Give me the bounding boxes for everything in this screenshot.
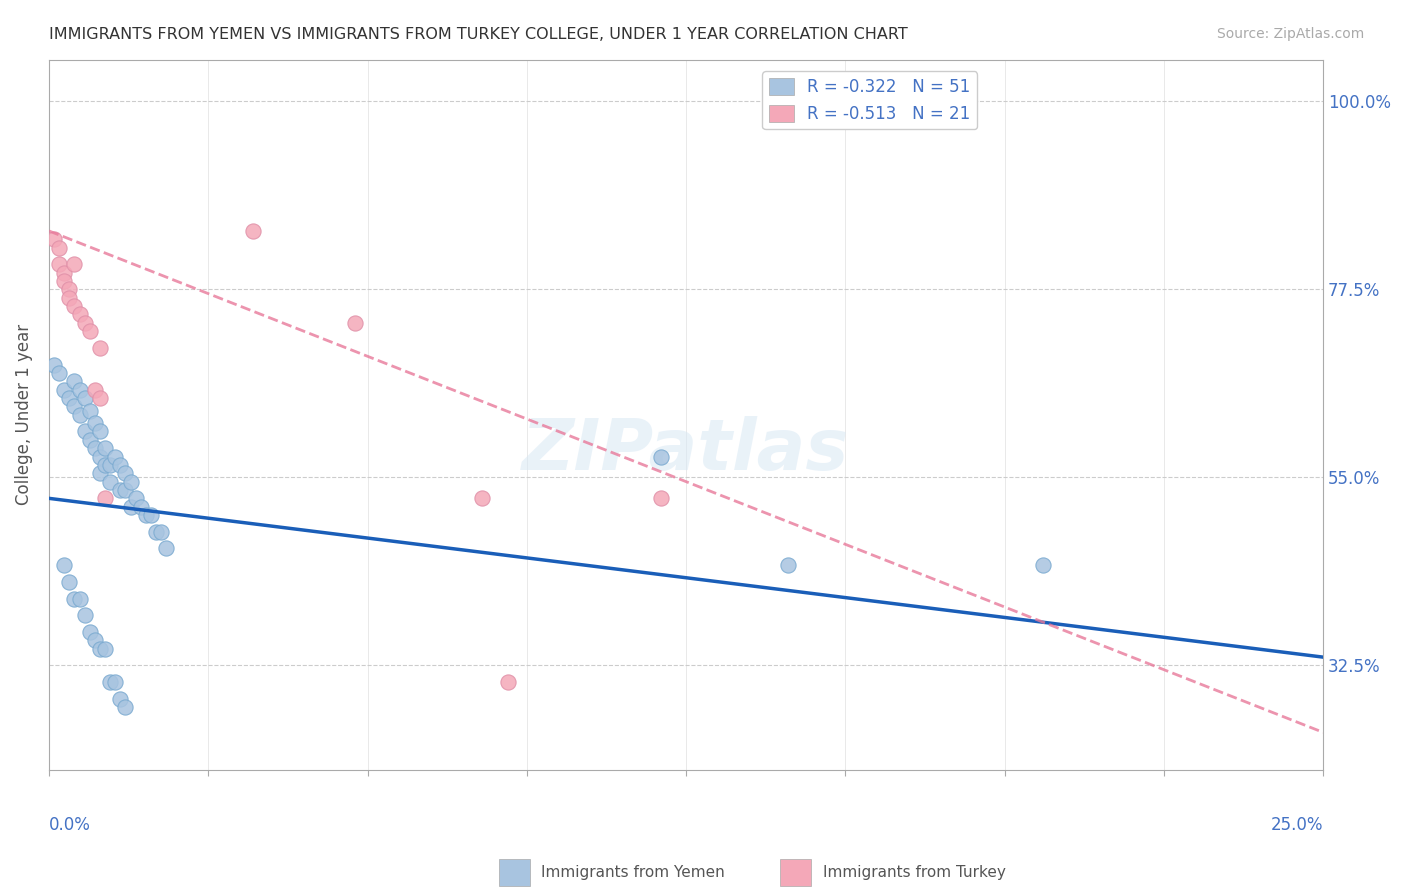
Point: [73, 391, 96, 405]
Point: [83, 633, 105, 648]
Point: [73, 425, 96, 439]
Point: [89, 341, 111, 355]
Point: [42, 232, 65, 246]
Point: [48, 366, 70, 380]
Point: [110, 483, 132, 497]
Point: [48, 257, 70, 271]
Text: 0.0%: 0.0%: [49, 816, 91, 834]
Point: [58, 391, 80, 405]
Text: Immigrants from Yemen: Immigrants from Yemen: [541, 865, 725, 880]
Point: [69, 591, 91, 606]
Point: [69, 383, 91, 397]
Point: [114, 700, 136, 714]
Point: [53, 383, 76, 397]
FancyBboxPatch shape: [780, 859, 811, 886]
Legend: R = -0.322   N = 51, R = -0.513   N = 21: R = -0.322 N = 51, R = -0.513 N = 21: [762, 71, 977, 129]
Point: [150, 524, 173, 539]
Point: [242, 224, 264, 238]
Text: IMMIGRANTS FROM YEMEN VS IMMIGRANTS FROM TURKEY COLLEGE, UNDER 1 YEAR CORRELATIO: IMMIGRANTS FROM YEMEN VS IMMIGRANTS FROM…: [49, 27, 908, 42]
Point: [1032, 558, 1054, 573]
Point: [53, 558, 76, 573]
Text: Source: ZipAtlas.com: Source: ZipAtlas.com: [1216, 27, 1364, 41]
Point: [69, 308, 91, 322]
Point: [79, 324, 101, 338]
Point: [79, 625, 101, 640]
Point: [58, 282, 80, 296]
Point: [94, 441, 117, 455]
Point: [58, 574, 80, 589]
Point: [135, 508, 157, 522]
Point: [94, 641, 117, 656]
Point: [471, 491, 494, 506]
Point: [98, 458, 121, 472]
Point: [104, 675, 127, 690]
Point: [79, 403, 101, 417]
Point: [48, 241, 70, 255]
Point: [42, 358, 65, 372]
Point: [63, 257, 86, 271]
Point: [94, 491, 117, 506]
Point: [145, 524, 167, 539]
Point: [63, 400, 86, 414]
Point: [83, 383, 105, 397]
Point: [53, 274, 76, 288]
Point: [53, 266, 76, 280]
Point: [114, 483, 136, 497]
FancyBboxPatch shape: [499, 859, 530, 886]
Point: [63, 299, 86, 313]
Point: [89, 450, 111, 464]
Point: [124, 491, 146, 506]
Text: Immigrants from Turkey: Immigrants from Turkey: [823, 865, 1005, 880]
Point: [89, 391, 111, 405]
Point: [73, 608, 96, 623]
Point: [155, 541, 177, 556]
Point: [496, 675, 519, 690]
Point: [650, 491, 672, 506]
Point: [129, 500, 152, 514]
Point: [343, 316, 366, 330]
Point: [63, 375, 86, 389]
Point: [89, 641, 111, 656]
Point: [83, 416, 105, 430]
Point: [650, 450, 672, 464]
Point: [83, 441, 105, 455]
Point: [79, 433, 101, 447]
Point: [104, 450, 127, 464]
Point: [139, 508, 162, 522]
Point: [110, 692, 132, 706]
Point: [73, 316, 96, 330]
Point: [776, 558, 799, 573]
Point: [110, 458, 132, 472]
Point: [58, 291, 80, 305]
Point: [120, 475, 142, 489]
Y-axis label: College, Under 1 year: College, Under 1 year: [15, 324, 32, 506]
Point: [120, 500, 142, 514]
Point: [94, 458, 117, 472]
Point: [114, 467, 136, 481]
Point: [98, 675, 121, 690]
Text: ZIPatlas: ZIPatlas: [523, 416, 849, 484]
Point: [89, 425, 111, 439]
Point: [98, 475, 121, 489]
Text: 25.0%: 25.0%: [1271, 816, 1323, 834]
Point: [69, 408, 91, 422]
Point: [89, 467, 111, 481]
Point: [63, 591, 86, 606]
